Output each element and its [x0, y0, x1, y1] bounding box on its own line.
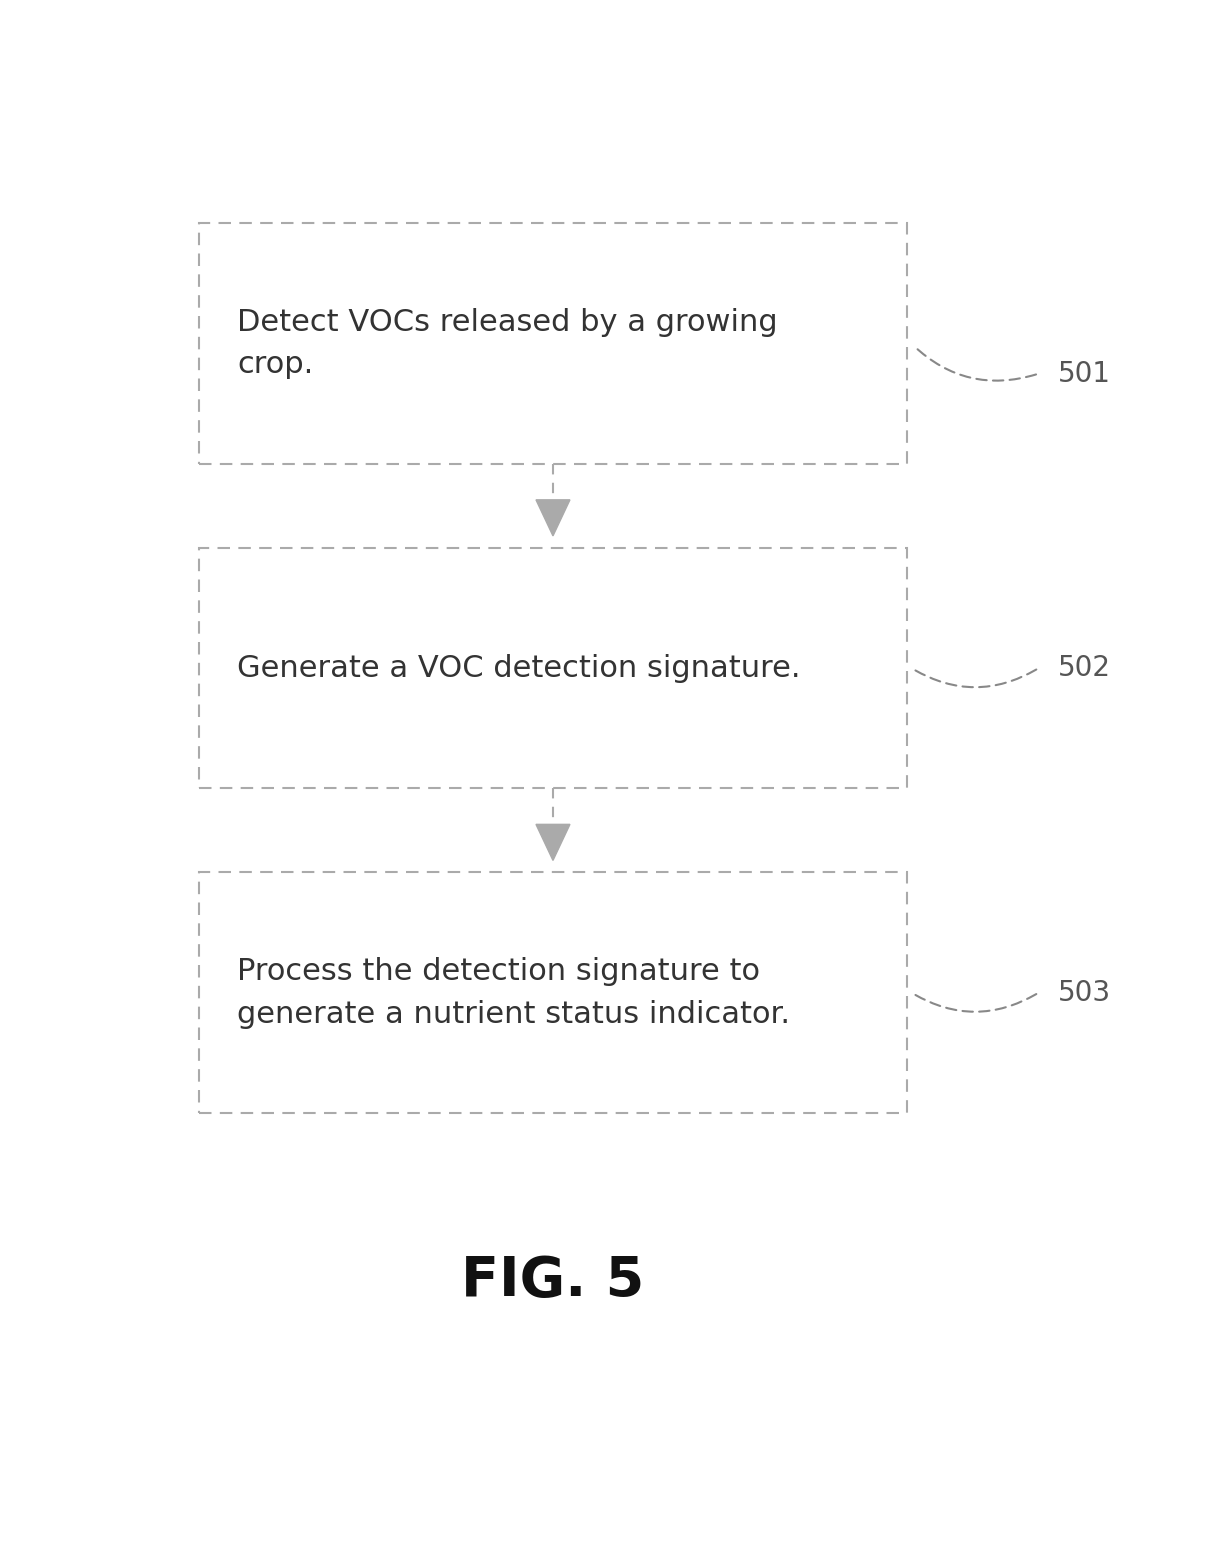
FancyBboxPatch shape	[200, 548, 907, 788]
FancyBboxPatch shape	[200, 223, 907, 464]
Text: FIG. 5: FIG. 5	[461, 1253, 645, 1308]
Text: Detect VOCs released by a growing
crop.: Detect VOCs released by a growing crop.	[237, 308, 778, 379]
Text: 502: 502	[1058, 654, 1111, 682]
Text: Process the detection signature to
generate a nutrient status indicator.: Process the detection signature to gener…	[237, 957, 790, 1029]
FancyBboxPatch shape	[200, 873, 907, 1113]
Polygon shape	[535, 824, 570, 860]
Text: 503: 503	[1058, 979, 1111, 1007]
Text: Generate a VOC detection signature.: Generate a VOC detection signature.	[237, 654, 801, 682]
Polygon shape	[535, 500, 570, 535]
Text: 501: 501	[1058, 359, 1111, 387]
